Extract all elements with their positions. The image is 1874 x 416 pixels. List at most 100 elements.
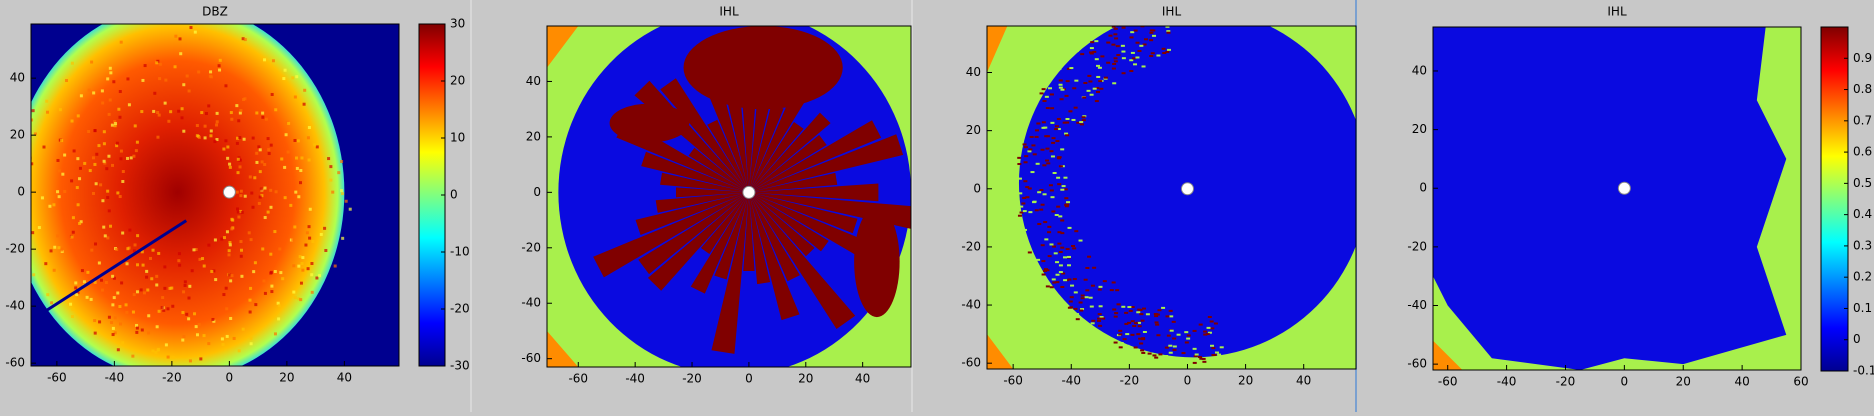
speckle (1168, 351, 1173, 354)
speckle (1166, 30, 1171, 33)
speckle (261, 111, 265, 115)
speckle (319, 232, 323, 236)
speckle (1166, 334, 1171, 337)
speckle (1181, 352, 1186, 355)
speckle (86, 270, 90, 274)
speckle (297, 297, 301, 301)
speckle (1072, 278, 1077, 281)
speckle (1072, 87, 1077, 90)
y-tick-label: -40 (5, 299, 25, 313)
speckle (31, 118, 34, 122)
speckle (195, 124, 199, 128)
y-tick-label: -60 (521, 351, 541, 365)
x-tick-label: -20 (1120, 374, 1140, 388)
y-tick-label: 20 (966, 123, 981, 137)
speckle (87, 130, 91, 134)
speckle (1096, 90, 1101, 93)
speckle (31, 109, 35, 113)
speckle (1098, 305, 1103, 308)
speckle (1064, 132, 1069, 135)
speckle (79, 94, 83, 98)
speckle (274, 108, 278, 112)
speckle (57, 246, 61, 250)
speckle (1062, 121, 1067, 124)
speckle (307, 126, 311, 130)
x-tick-label: 20 (279, 371, 294, 385)
speckle (115, 141, 119, 145)
speckle (1121, 305, 1126, 308)
speckle (1139, 44, 1144, 47)
speckle (75, 293, 79, 297)
speckle (71, 307, 75, 311)
blob (683, 26, 843, 110)
speckle (239, 240, 243, 244)
speckle (201, 257, 205, 261)
colorbar-tick-label: 0.2 (1853, 270, 1872, 284)
heatmap (547, 26, 911, 367)
speckle (251, 205, 255, 209)
speckle (168, 286, 172, 290)
colorbar-tick-label: 0 (450, 188, 458, 202)
speckle (292, 290, 296, 294)
speckle (106, 236, 110, 240)
speckle (1113, 60, 1118, 63)
speckle (1184, 331, 1189, 334)
speckle (254, 303, 258, 307)
speckle (1118, 329, 1123, 332)
speckle (193, 312, 197, 316)
speckle (1210, 344, 1215, 347)
speckle (231, 218, 235, 222)
speckle (1075, 318, 1080, 321)
speckle (147, 314, 151, 318)
speckle (88, 169, 92, 173)
speckle (215, 111, 219, 115)
speckle (242, 98, 246, 102)
speckle (87, 88, 91, 92)
speckle (131, 354, 135, 358)
speckle (1130, 320, 1135, 323)
speckle (33, 132, 37, 136)
speckle (1113, 315, 1118, 318)
spoke (641, 151, 749, 193)
speckle (151, 248, 155, 252)
speckle (240, 274, 244, 278)
speckle (243, 194, 247, 198)
speckle (293, 138, 297, 142)
speckle (1161, 306, 1166, 309)
speckle (1184, 341, 1189, 344)
colorbar-tick-label: -10 (450, 245, 470, 259)
speckle (237, 119, 241, 123)
speckle (241, 327, 245, 331)
speckle (60, 248, 64, 252)
y-tick-label: -40 (961, 298, 981, 312)
speckle (218, 58, 222, 62)
speckle (267, 148, 271, 152)
speckle (97, 144, 101, 148)
speckle (1112, 82, 1117, 85)
speckle (164, 343, 168, 347)
speckle (90, 60, 94, 64)
speckle (1064, 94, 1069, 97)
speckle (1165, 315, 1170, 318)
speckle (129, 156, 133, 160)
speckle (1049, 286, 1054, 289)
speckle (80, 269, 84, 273)
speckle (329, 165, 333, 169)
speckle (277, 304, 281, 308)
speckle (315, 145, 319, 149)
speckle (156, 348, 160, 352)
spoke (690, 192, 749, 294)
speckle (273, 230, 277, 234)
speckle (1172, 345, 1177, 348)
region (547, 26, 579, 68)
spoke (660, 78, 749, 193)
speckle (1162, 52, 1167, 55)
speckle (163, 286, 167, 290)
speckle (155, 325, 159, 329)
speckle (124, 303, 128, 307)
speckle (121, 170, 125, 174)
spoke (748, 192, 800, 282)
speckle (76, 203, 80, 207)
speckle (1057, 231, 1062, 234)
speckle (1211, 347, 1216, 350)
